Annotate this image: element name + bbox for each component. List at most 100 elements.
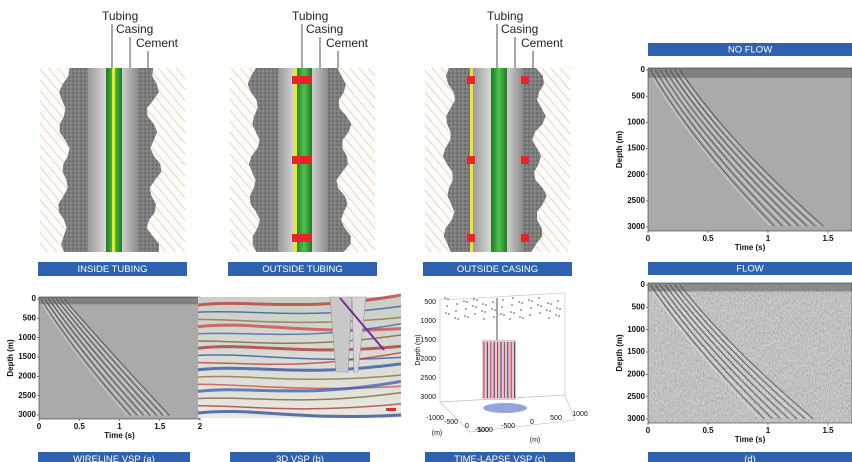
x-tick-label: -1000 [426, 415, 444, 422]
y-axis-label: Depth (m) [615, 131, 624, 169]
x-unit: (m) [432, 430, 443, 437]
seismic-bg [648, 283, 852, 423]
receiver [531, 300, 533, 302]
y-axis-label: Depth (m) [6, 339, 15, 377]
depth-label: Depth (m) [415, 334, 422, 365]
receiver [445, 312, 447, 314]
y-tick-label: 0 [530, 419, 534, 426]
caption: WIRELINE VSP (a) [73, 454, 155, 462]
receiver [539, 312, 541, 314]
y-tick-label: 3000 [18, 410, 36, 419]
caption: (d) [744, 454, 756, 462]
caption: INSIDE TUBING [77, 264, 147, 275]
y-tick-label: -500 [501, 423, 515, 430]
receiver [522, 317, 524, 319]
x-tick-label: 0.5 [702, 426, 714, 435]
receiver [529, 314, 531, 316]
seismic-top [648, 68, 852, 78]
x-tick-label: 1 [117, 422, 122, 431]
x-tick-label: 0.5 [702, 234, 714, 243]
seismic-top [39, 297, 200, 304]
fiber [112, 68, 115, 252]
caption: NO FLOW [728, 45, 772, 56]
y-tick-label: 1500 [18, 352, 36, 361]
receiver [558, 315, 560, 317]
y-tick-label: 1000 [572, 411, 588, 418]
x-axis-label: Time (s) [104, 431, 135, 440]
receiver [491, 308, 493, 310]
x-tick-label: 0 [465, 423, 469, 430]
y-tick-label: 500 [632, 91, 646, 100]
receiver [444, 297, 446, 299]
y-tick-label: 2000 [627, 369, 645, 378]
tubing-label: Tubing [487, 9, 523, 23]
cement-label: Cement [326, 36, 369, 50]
x-tick-label: 0 [37, 422, 42, 431]
receiver [465, 308, 467, 310]
receiver [521, 302, 523, 304]
y-tick-label: 3000 [627, 222, 645, 231]
x-tick-label: 1 [766, 234, 771, 243]
y-tick-label: 2500 [18, 391, 36, 400]
receiver [472, 305, 474, 307]
marker [292, 156, 312, 164]
x-axis-label: Time (s) [735, 435, 766, 444]
well-diagram [230, 68, 375, 252]
caption: OUTSIDE TUBING [262, 264, 343, 275]
y-tick-label: 1000 [627, 325, 645, 334]
floor-anomaly [483, 403, 527, 413]
x-tick-label: 1 [766, 426, 771, 435]
caption: 3D VSP (b) [276, 454, 324, 462]
receiver [503, 314, 505, 316]
receiver [518, 301, 520, 303]
y-tick-label: 2000 [18, 371, 36, 380]
receiver [512, 297, 514, 299]
y-tick-label: 2000 [627, 170, 645, 179]
receiver [530, 307, 532, 309]
receiver [492, 301, 494, 303]
marker [292, 76, 312, 84]
receiver [475, 306, 477, 308]
casing-label: Casing [116, 22, 153, 36]
marker [467, 234, 475, 242]
depth-tick-label: 500 [424, 299, 436, 306]
y-tick-label: 2500 [627, 196, 645, 205]
y-unit: (m) [530, 437, 541, 444]
tubing-label: Tubing [292, 9, 328, 23]
receiver [546, 309, 548, 311]
receiver [456, 303, 458, 305]
depth-tick-label: 1500 [420, 337, 436, 344]
marker [467, 156, 475, 164]
y-tick-label: 2500 [627, 392, 645, 401]
caption: TIME-LAPSE VSP (c) [454, 454, 546, 462]
receiver [484, 311, 486, 313]
receiver [476, 299, 478, 301]
receiver [467, 316, 469, 318]
receiver [454, 317, 456, 319]
x-axis-label: Time (s) [735, 243, 766, 252]
depth-tick-label: 3000 [420, 394, 436, 401]
receiver [482, 303, 484, 305]
receiver [550, 303, 552, 305]
marker [521, 156, 529, 164]
x-tick-label: 0.5 [74, 422, 86, 431]
y-tick-label: 1500 [627, 144, 645, 153]
receiver [528, 299, 530, 301]
receiver [547, 302, 549, 304]
cement-label: Cement [136, 36, 179, 50]
depth-tick-label: 2500 [420, 375, 436, 382]
y-tick-label: 0 [641, 280, 646, 289]
receiver [556, 307, 558, 309]
receiver [501, 306, 503, 308]
caption: OUTSIDE CASING [457, 264, 538, 275]
y-tick-label: 3000 [627, 414, 645, 423]
seismic-top [648, 283, 852, 291]
x-tick-label: -500 [444, 419, 458, 426]
receiver [559, 308, 561, 310]
receiver [455, 310, 457, 312]
receiver [457, 318, 459, 320]
scale-bar [386, 408, 396, 411]
well-diagram [40, 68, 185, 252]
receiver [474, 313, 476, 315]
receiver [466, 301, 468, 303]
